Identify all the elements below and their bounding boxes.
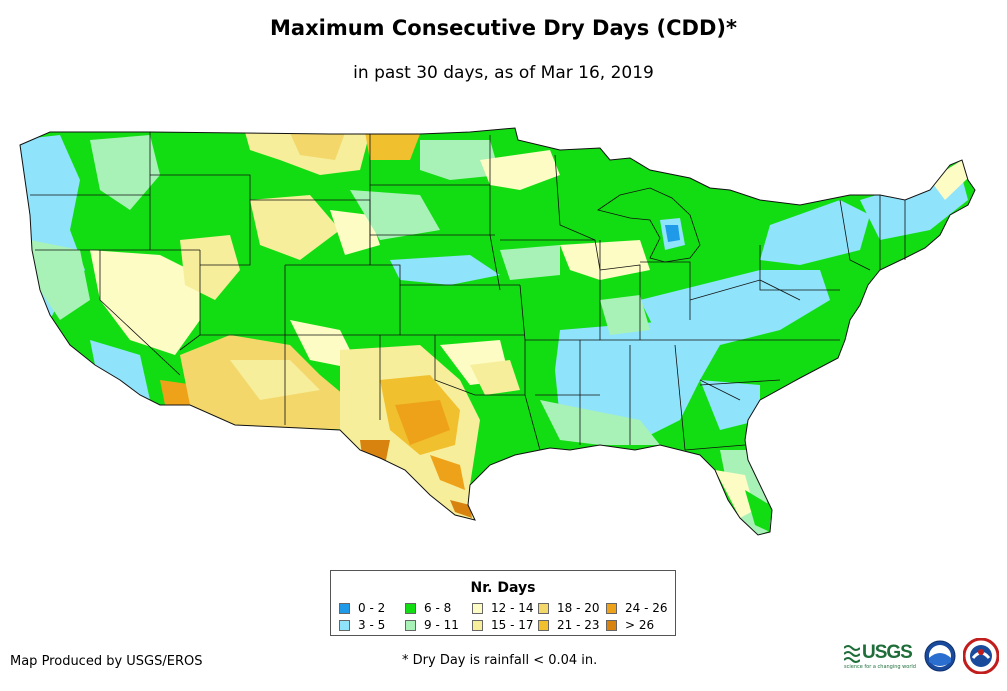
legend-label: 21 - 23 <box>557 618 600 632</box>
legend-swatch <box>606 602 617 614</box>
legend-title: Nr. Days <box>470 580 536 596</box>
legend-label: 12 - 14 <box>491 601 534 615</box>
legend-label: 18 - 20 <box>557 601 600 615</box>
legend-item-12-14: 12 - 14 <box>472 601 534 615</box>
map-subtitle: in past 30 days, as of Mar 16, 2019 <box>353 63 654 83</box>
usgs-tagline: science for a changing world <box>844 664 916 670</box>
legend-label: > 26 <box>625 618 655 632</box>
usgs-wave-icon <box>844 645 860 663</box>
legend-label: 6 - 8 <box>424 601 452 615</box>
usgs-logo: USGS science for a changing world <box>844 642 918 672</box>
legend-item-9-11: 9 - 11 <box>405 618 459 632</box>
legend-item-24-26: 24 - 26 <box>606 601 668 615</box>
legend-item-6-8: 6 - 8 <box>405 601 451 615</box>
legend-item-18-20: 18 - 20 <box>538 601 600 615</box>
legend-item-15-17: 15 - 17 <box>472 618 534 632</box>
map-credit: Map Produced by USGS/EROS <box>10 654 203 669</box>
map-legend: Nr. Days 0 - 2 3 - 5 6 - 8 9 - 11 12 - 1… <box>330 570 676 636</box>
legend-swatch <box>472 619 483 631</box>
legend-item-0-2: 0 - 2 <box>339 601 385 615</box>
legend-swatch <box>472 602 483 614</box>
legend-swatch <box>339 602 350 614</box>
usgs-wordmark: USGS <box>862 642 913 663</box>
noaa-logo-icon <box>924 640 956 672</box>
legend-item-gt-26: > 26 <box>606 618 654 632</box>
legend-label: 3 - 5 <box>358 618 386 632</box>
dry-day-footnote: * Dry Day is rainfall < 0.04 in. <box>402 653 598 668</box>
legend-label: 24 - 26 <box>625 601 668 615</box>
legend-swatch <box>339 619 350 631</box>
legend-label: 15 - 17 <box>491 618 534 632</box>
map-title: Maximum Consecutive Dry Days (CDD)* <box>270 16 737 40</box>
legend-swatch <box>538 619 549 631</box>
state-boundaries <box>19 127 976 536</box>
legend-label: 0 - 2 <box>358 601 386 615</box>
legend-swatch <box>405 619 416 631</box>
legend-swatch <box>606 619 617 631</box>
legend-label: 9 - 11 <box>424 618 459 632</box>
nws-logo-icon <box>963 638 999 674</box>
legend-item-3-5: 3 - 5 <box>339 618 385 632</box>
legend-swatch <box>538 602 549 614</box>
us-cdd-map <box>19 127 976 536</box>
legend-item-21-23: 21 - 23 <box>538 618 600 632</box>
legend-swatch <box>405 602 416 614</box>
